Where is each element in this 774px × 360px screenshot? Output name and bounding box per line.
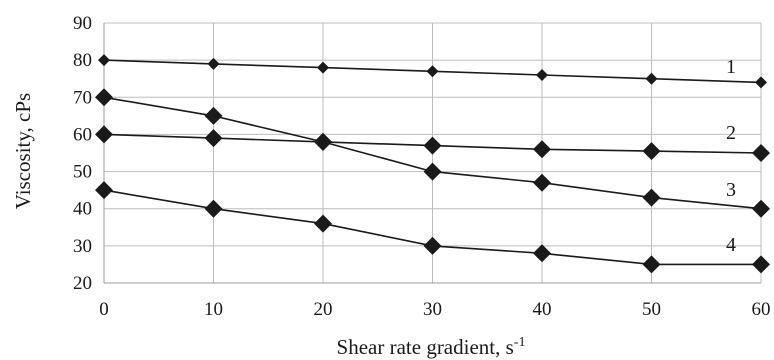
y-tick-label: 20 bbox=[73, 273, 92, 294]
series-label-1: 1 bbox=[726, 56, 736, 78]
series-3-point bbox=[533, 173, 551, 192]
x-tick-label: 40 bbox=[533, 299, 552, 320]
series-2-point bbox=[642, 142, 661, 161]
series-labels: 1 2 3 4 bbox=[726, 56, 736, 256]
series-markers bbox=[95, 54, 770, 274]
series-1-point bbox=[536, 69, 548, 81]
series-3-point bbox=[204, 106, 223, 125]
series-2-point bbox=[533, 140, 551, 159]
series-3-point bbox=[642, 188, 661, 207]
y-tick-label: 60 bbox=[73, 124, 92, 145]
x-axis-title: Shear rate gradient, s-1 bbox=[337, 335, 526, 359]
series-label-2: 2 bbox=[726, 122, 736, 144]
series-3-point bbox=[314, 132, 332, 151]
series-3-point bbox=[95, 88, 113, 107]
y-axis-title: Viscosity, cPs bbox=[11, 93, 35, 209]
x-tick-label: 20 bbox=[314, 299, 333, 320]
series-1-point bbox=[317, 61, 329, 74]
series-4-point bbox=[204, 199, 223, 218]
series-1-point bbox=[755, 76, 767, 89]
x-tick-labels: 0 10 20 30 40 50 60 bbox=[99, 299, 770, 320]
y-tick-label: 80 bbox=[73, 50, 92, 71]
x-axis-title-superscript: -1 bbox=[514, 335, 526, 350]
chart-axes bbox=[103, 23, 761, 284]
x-tick-label: 60 bbox=[752, 299, 771, 320]
series-4-point bbox=[533, 244, 551, 263]
series-2-point bbox=[423, 136, 442, 155]
y-tick-label: 90 bbox=[73, 13, 92, 34]
series-1-point bbox=[645, 72, 658, 85]
series-2-point bbox=[752, 144, 770, 162]
y-tick-label: 40 bbox=[73, 199, 92, 220]
y-tick-label: 70 bbox=[73, 87, 92, 108]
series-3-point bbox=[752, 199, 770, 218]
x-tick-label: 0 bbox=[99, 299, 109, 320]
series-label-3: 3 bbox=[726, 179, 736, 201]
series-4-point bbox=[642, 255, 661, 274]
series-2-point bbox=[95, 125, 113, 144]
y-tick-label: 30 bbox=[73, 236, 92, 257]
x-tick-label: 10 bbox=[204, 299, 223, 320]
series-4-point bbox=[423, 236, 442, 255]
y-tick-labels: 20 30 40 50 60 70 80 90 bbox=[73, 13, 92, 294]
x-axis-title-main: Shear rate gradient, s bbox=[337, 335, 514, 359]
series-1-point bbox=[426, 65, 439, 78]
series-3-point bbox=[423, 162, 442, 181]
x-tick-label: 30 bbox=[423, 299, 442, 320]
series-1-point bbox=[207, 57, 220, 70]
series-4-point bbox=[95, 181, 113, 200]
series-label-4: 4 bbox=[726, 234, 736, 256]
series-4-point bbox=[314, 214, 332, 233]
y-tick-label: 50 bbox=[73, 162, 92, 183]
x-tick-label: 50 bbox=[642, 299, 661, 320]
series-2-point bbox=[204, 129, 223, 148]
series-1-point bbox=[98, 54, 110, 67]
series-4-point bbox=[752, 255, 770, 274]
